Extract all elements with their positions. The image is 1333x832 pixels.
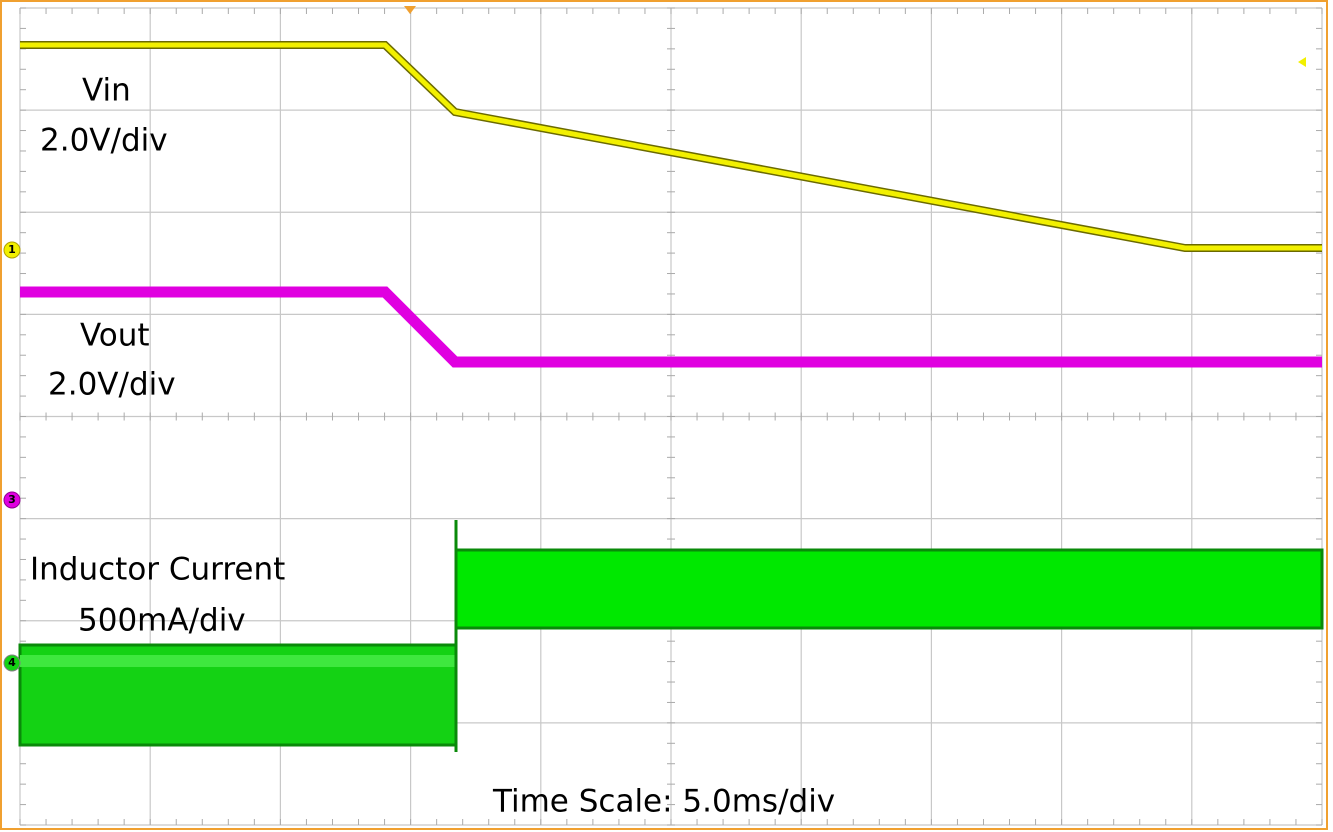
ch3-label: 3 — [8, 493, 16, 506]
vin-trace — [20, 42, 1322, 251]
current-scale: 500mA/div — [78, 603, 246, 639]
trigger-marker — [404, 6, 416, 14]
ch4-marker — [3, 654, 21, 672]
current-label: Inductor Current — [30, 552, 285, 588]
vin-label: Vin — [82, 73, 131, 109]
current-band-high — [454, 548, 1324, 630]
time-scale: Time Scale: 5.0ms/div — [492, 784, 835, 820]
trigger-level-marker — [1298, 57, 1306, 67]
vout-scale: 2.0V/div — [48, 367, 176, 403]
vout-label: Vout — [80, 318, 150, 354]
ch1-marker — [3, 241, 21, 259]
current-band-low-highlight — [20, 655, 456, 667]
ch4-label: 4 — [8, 656, 16, 669]
vin-scale: 2.0V/div — [40, 123, 168, 159]
ch1-label: 1 — [8, 243, 16, 256]
ch3-marker — [3, 491, 21, 509]
vout-trace — [20, 286, 1322, 368]
